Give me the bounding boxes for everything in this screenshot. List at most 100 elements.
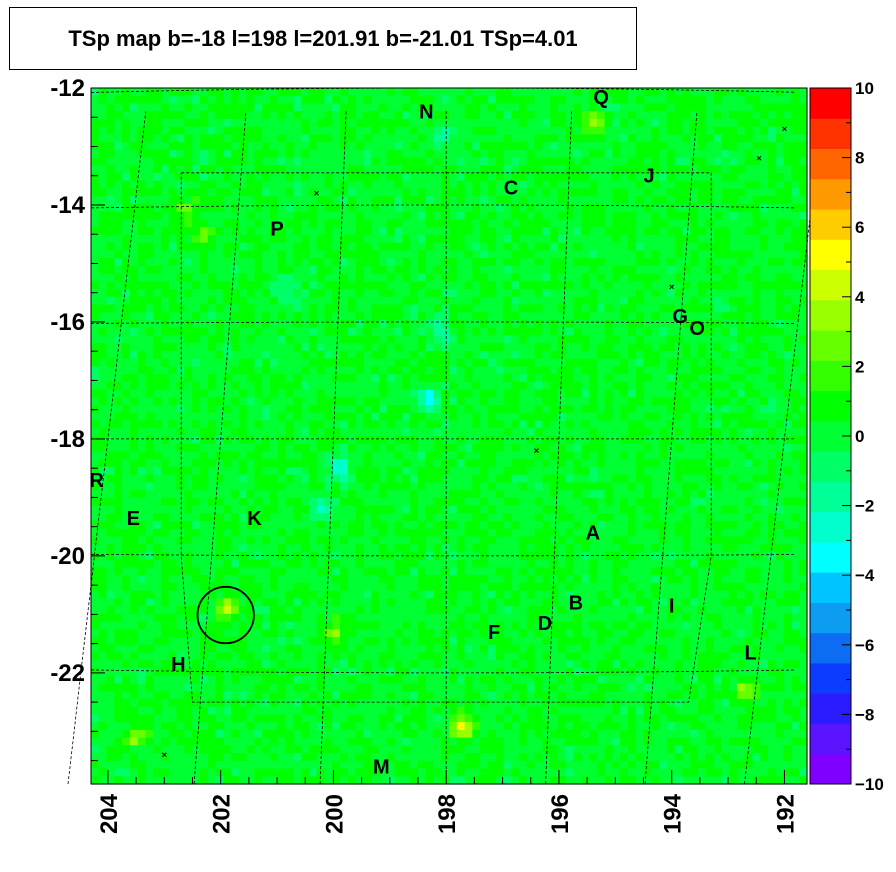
heat-cell — [168, 389, 178, 398]
heat-cell — [386, 219, 396, 228]
heat-cell — [557, 88, 567, 97]
heat-cell — [106, 188, 115, 197]
heat-cell — [425, 358, 435, 367]
heat-cell — [449, 95, 458, 105]
heat-cell — [659, 420, 668, 429]
heat-cell — [168, 374, 178, 383]
heat-cell — [355, 273, 364, 282]
heat-cell — [246, 343, 256, 352]
heat-cell — [106, 451, 115, 460]
heat-cell — [363, 219, 372, 228]
heat-cell — [456, 335, 466, 344]
heat-cell — [215, 281, 224, 290]
heat-cell — [487, 157, 497, 166]
heat-cell — [557, 142, 567, 151]
heat-cell — [145, 436, 154, 445]
heat-cell — [775, 289, 785, 298]
heat-cell — [332, 111, 341, 120]
heat-cell — [698, 289, 707, 298]
heat-cell — [324, 497, 333, 507]
heat-cell — [557, 474, 567, 483]
heat-cell — [596, 296, 606, 306]
heat-cell — [472, 111, 481, 120]
heat-cell — [799, 126, 808, 135]
heat-cell — [495, 389, 505, 398]
heat-cell — [192, 296, 201, 306]
heat-cell — [308, 335, 318, 344]
heat-cell — [698, 211, 707, 221]
heat-cell — [659, 296, 668, 306]
heat-cell — [137, 173, 147, 182]
heat-cell — [713, 366, 722, 375]
heat-cell — [122, 320, 131, 329]
heat-cell — [355, 142, 364, 151]
heat-cell — [129, 281, 139, 290]
heat-cell — [666, 466, 676, 476]
heat-cell — [386, 88, 396, 97]
heat-cell — [114, 451, 123, 460]
heat-cell — [106, 118, 115, 128]
heat-cell — [682, 350, 691, 360]
heat-cell — [589, 188, 598, 197]
heat-cell — [503, 180, 512, 190]
heat-cell — [783, 281, 793, 290]
heat-cell — [783, 482, 793, 491]
heat-cell — [106, 180, 115, 190]
heat-cell — [519, 366, 528, 375]
heat-cell — [682, 88, 691, 97]
heat-cell — [791, 149, 800, 159]
heat-cell — [472, 234, 481, 244]
heat-cell — [254, 234, 263, 244]
heat-cell — [744, 466, 754, 476]
heat-cell — [511, 111, 520, 120]
heat-cell — [744, 397, 754, 406]
heat-cell — [122, 196, 131, 205]
heat-cell — [620, 443, 629, 453]
heat-cell — [651, 103, 660, 112]
heat-cell — [511, 482, 520, 491]
heat-cell — [721, 296, 730, 306]
heat-cell — [223, 381, 232, 391]
heat-cell — [534, 327, 543, 337]
heat-cell — [285, 265, 294, 275]
heat-cell — [736, 482, 746, 491]
heat-cell — [371, 180, 380, 190]
heat-cell — [456, 358, 466, 367]
heat-cell — [713, 497, 722, 507]
heat-cell — [752, 397, 761, 406]
heat-cell — [145, 327, 154, 337]
heat-cell — [231, 95, 240, 105]
heat-cell — [721, 412, 730, 422]
heat-cell — [122, 173, 131, 182]
heat-cell — [340, 466, 349, 476]
heat-cell — [394, 343, 403, 352]
heat-cell — [192, 505, 201, 514]
heat-cell — [643, 126, 652, 135]
heat-cell — [98, 118, 108, 128]
heat-cell — [363, 381, 372, 391]
heat-cell — [153, 273, 162, 282]
heat-cell — [620, 204, 629, 213]
heat-cell — [394, 219, 403, 228]
heat-cell — [690, 482, 699, 491]
heat-cell — [425, 420, 435, 429]
heat-cell — [378, 219, 388, 228]
heat-cell — [106, 374, 115, 383]
heat-cell — [456, 381, 466, 391]
heat-cell — [596, 490, 606, 499]
heat-cell — [659, 157, 668, 166]
heat-cell — [215, 296, 224, 306]
heat-cell — [371, 451, 380, 460]
heat-cell — [557, 265, 567, 275]
heat-cell — [581, 389, 590, 398]
heat-cell — [783, 381, 793, 391]
heat-cell — [526, 88, 536, 97]
heat-cell — [355, 111, 364, 120]
heat-cell — [277, 142, 287, 151]
heat-cell — [674, 412, 684, 422]
heat-cell — [495, 111, 505, 120]
heat-cell — [394, 443, 403, 453]
heat-cell — [456, 466, 466, 476]
heat-cell — [308, 273, 318, 282]
heat-cell — [628, 474, 637, 483]
